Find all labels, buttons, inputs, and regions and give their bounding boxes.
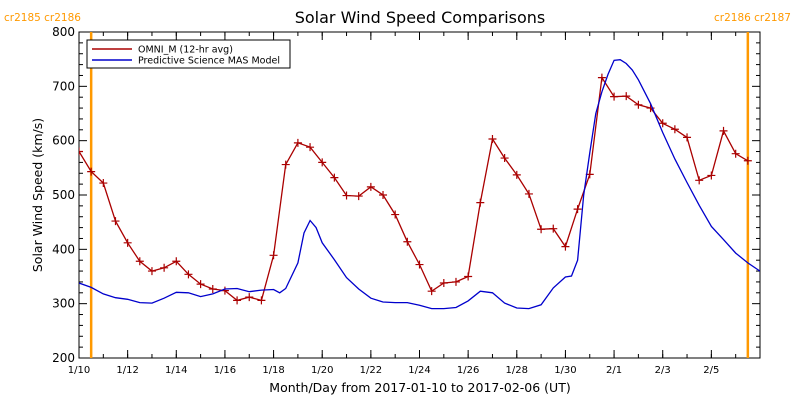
data-point xyxy=(464,272,473,281)
data-point xyxy=(719,126,728,135)
data-point xyxy=(99,179,108,188)
data-point xyxy=(79,147,83,156)
data-point xyxy=(111,217,120,226)
data-point xyxy=(366,182,375,191)
x-tick-label: 2/1 xyxy=(606,365,622,376)
data-point xyxy=(330,173,339,182)
legend-box xyxy=(86,39,291,69)
data-point xyxy=(658,119,667,128)
data-point xyxy=(451,277,460,286)
data-point xyxy=(379,191,388,199)
data-point xyxy=(403,237,412,246)
legend-entry: OMNI_M (12-hr avg) xyxy=(138,45,233,56)
series-mas-model xyxy=(79,59,760,310)
legend-entry: Predictive Science MAS Model xyxy=(138,56,280,67)
x-tick-label: 1/22 xyxy=(360,365,382,376)
x-tick-label: 1/20 xyxy=(311,365,333,376)
data-point xyxy=(233,296,242,305)
x-tick-label: 1/24 xyxy=(408,365,430,376)
data-point xyxy=(160,263,169,272)
data-point xyxy=(537,225,546,234)
data-point xyxy=(561,242,570,251)
data-point xyxy=(123,238,132,247)
x-tick-label: 1/28 xyxy=(506,365,528,376)
data-point xyxy=(439,279,448,288)
data-point xyxy=(196,280,205,289)
data-point xyxy=(670,125,679,134)
data-point xyxy=(597,73,606,82)
plot-frame xyxy=(78,31,761,359)
carrington-marker-label: cr2185 cr2186 xyxy=(4,12,81,24)
data-point xyxy=(306,143,315,152)
y-tick-label: 500 xyxy=(52,188,75,202)
data-point xyxy=(184,270,193,279)
data-point xyxy=(476,198,485,207)
y-tick-label: 800 xyxy=(52,25,75,39)
data-point xyxy=(707,171,716,180)
carrington-marker-label: cr2186 cr2187 xyxy=(714,12,791,24)
data-point xyxy=(427,287,436,296)
y-tick-label: 400 xyxy=(52,242,75,256)
data-point xyxy=(573,205,582,214)
data-point xyxy=(147,267,156,276)
data-point xyxy=(646,104,655,113)
y-tick-label: 200 xyxy=(52,351,75,365)
y-tick-label: 300 xyxy=(52,297,75,311)
x-axis-label: Month/Day from 2017-01-10 to 2017-02-06 … xyxy=(269,380,570,395)
y-axis-label: Solar Wind Speed (km/s) xyxy=(30,118,45,272)
data-point xyxy=(281,160,290,169)
data-point xyxy=(415,260,424,269)
carrington-markers: cr2185 cr2186 cr2186 cr2187 xyxy=(4,12,791,358)
x-tick-label: 1/10 xyxy=(68,365,90,376)
data-point xyxy=(318,158,327,167)
x-tick-label: 2/5 xyxy=(703,365,719,376)
data-point xyxy=(87,167,96,176)
data-point xyxy=(245,293,254,302)
y-tick-label: 700 xyxy=(52,79,75,93)
x-tick-label: 1/26 xyxy=(457,365,479,376)
data-point xyxy=(683,133,692,142)
data-point xyxy=(293,138,302,147)
x-tick-label: 1/16 xyxy=(214,365,236,376)
data-point xyxy=(208,284,217,293)
data-point xyxy=(500,154,509,163)
x-tick-label: 2/3 xyxy=(655,365,671,376)
series-layer xyxy=(79,59,760,310)
axis-frame: 200 300 400 500 600 700 800 1/10 1/12 1/14 1/16 1/1… xyxy=(52,25,761,376)
series-line xyxy=(79,59,760,310)
series-omni xyxy=(79,73,752,305)
data-point xyxy=(488,135,497,144)
x-tick-label: 1/18 xyxy=(262,365,284,376)
data-point xyxy=(342,191,351,200)
data-point xyxy=(622,92,631,101)
data-point xyxy=(634,100,643,109)
series-line xyxy=(79,75,749,302)
data-point xyxy=(549,224,558,233)
data-point xyxy=(524,189,533,198)
y-tick-label: 600 xyxy=(52,134,75,148)
chart-title: Solar Wind Speed Comparisons xyxy=(295,8,546,27)
x-tick-label: 1/14 xyxy=(165,365,187,376)
data-point xyxy=(731,149,740,158)
data-point xyxy=(610,92,619,101)
data-point xyxy=(269,251,278,260)
x-tick-label: 1/12 xyxy=(116,365,138,376)
data-point xyxy=(257,296,266,305)
data-point xyxy=(695,176,704,185)
data-point xyxy=(512,170,521,179)
data-point xyxy=(135,257,144,266)
legend: OMNI_M (12-hr avg)Predictive Science MAS… xyxy=(86,39,291,69)
data-point xyxy=(743,156,752,165)
x-tick-label: 1/30 xyxy=(554,365,576,376)
data-point xyxy=(391,210,400,219)
data-point xyxy=(172,257,181,266)
data-point xyxy=(354,192,363,201)
